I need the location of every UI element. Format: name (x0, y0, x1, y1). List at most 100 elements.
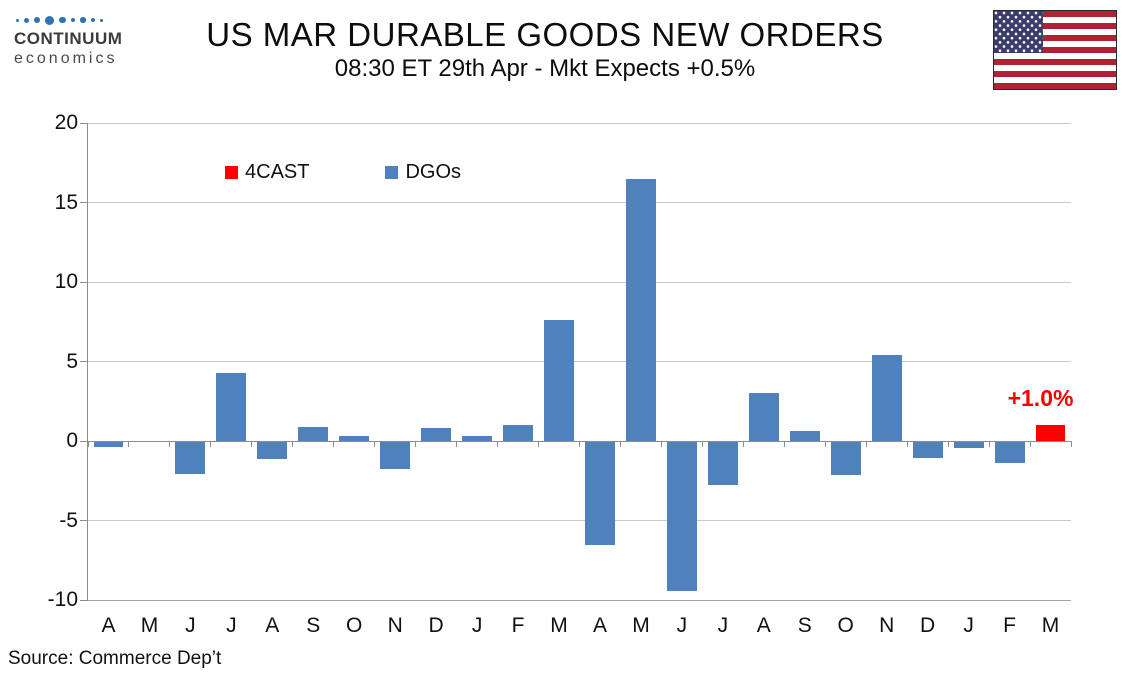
y-axis-tick (80, 202, 88, 203)
logo-dot (24, 17, 29, 23)
dgo-bar (257, 442, 288, 460)
gridline (88, 202, 1071, 203)
legend-label: DGOs (405, 161, 462, 183)
x-axis-tick (906, 441, 908, 447)
plot-area: +1.0% 20 15 10 5 0 -5 -10 A M J J A S O N D J F M A M J J A S O N D… (48, 111, 1074, 637)
x-axis-label: S (306, 614, 321, 637)
x-axis-tick (660, 441, 662, 447)
x-axis-label: O (837, 614, 854, 637)
x-axis-label: O (346, 614, 363, 637)
source-note: Source: Commerce Dep’t (8, 648, 222, 669)
legend-label: 4CAST (245, 161, 310, 183)
x-axis-label: F (1003, 614, 1016, 637)
dgo-bar (707, 442, 738, 485)
logo-dots-icon (16, 14, 144, 26)
y-axis-label: 0 (66, 429, 78, 452)
dgo-bar (216, 372, 247, 441)
continuum-economics-logo: CONTINUUM economics (14, 12, 144, 68)
dgo-bar (625, 178, 656, 441)
legend-swatch-icon (225, 166, 238, 179)
x-axis-label: M (550, 614, 568, 637)
dgo-bar (462, 436, 493, 441)
x-axis-label: J (717, 614, 729, 637)
x-axis-label: A (592, 614, 607, 637)
x-axis-tick (251, 441, 253, 447)
x-axis-tick (1029, 441, 1031, 447)
logo-dot (16, 18, 19, 22)
y-axis-label: 20 (54, 111, 78, 134)
x-axis-tick (497, 441, 499, 447)
legend-swatch-icon (385, 166, 399, 179)
page-subtitle: 08:30 ET 29th Apr - Mkt Expects +0.5% (334, 55, 756, 82)
dgo-bar (953, 442, 984, 449)
x-axis-tick (210, 441, 212, 447)
legend-item: 4CAST (225, 161, 309, 184)
logo-dot (70, 17, 75, 23)
x-axis-tick (579, 441, 580, 447)
dgo-bar (748, 393, 779, 441)
page-title: US MAR DURABLE GOODS NEW ORDERS (206, 16, 884, 53)
gridline (88, 361, 1071, 362)
logo-dot (80, 17, 86, 23)
legend-item: DGOs (385, 161, 461, 184)
gridline (88, 281, 1071, 283)
forecast-value-label: +1.0% (1007, 385, 1074, 412)
x-axis-tick (988, 441, 990, 447)
gridline (88, 122, 1071, 124)
x-axis-label: N (387, 614, 403, 637)
x-axis-label: A (101, 614, 116, 637)
y-axis-tick (80, 281, 88, 283)
logo-dot (34, 17, 40, 23)
x-axis-tick (783, 441, 785, 447)
logo-dot (99, 18, 103, 22)
x-axis-label: J (676, 614, 688, 637)
dgo-bar (666, 442, 697, 592)
y-axis-label: -10 (47, 588, 78, 611)
x-axis-tick (1070, 441, 1072, 447)
dgo-bar (298, 426, 329, 441)
x-axis-tick (292, 441, 294, 447)
x-axis-label: N (879, 614, 895, 637)
dgo-bar (339, 436, 370, 441)
y-axis-tick (80, 361, 88, 362)
x-axis-label: M (1041, 614, 1060, 637)
x-axis-label: J (185, 614, 196, 637)
x-axis-tick (947, 441, 949, 447)
y-axis-tick (80, 599, 88, 601)
dgo-bar (544, 320, 574, 441)
y-axis-label: 10 (54, 270, 78, 293)
logo-dot (90, 18, 95, 22)
dgo-bar (175, 442, 206, 474)
dgo-bar (830, 442, 861, 476)
x-axis-tick (742, 441, 744, 447)
x-axis-tick (456, 441, 458, 447)
y-axis-label: 5 (66, 349, 78, 373)
x-axis-label: A (756, 614, 771, 637)
logo-subname: economics (14, 50, 118, 67)
x-axis-tick (333, 441, 335, 447)
gridline (88, 599, 1071, 601)
x-axis-label: J (963, 614, 974, 637)
y-axis-label: -5 (59, 508, 78, 532)
dgo-bar (871, 355, 902, 441)
x-axis-label: A (265, 614, 280, 637)
y-axis-label: 15 (54, 190, 78, 214)
y-axis-tick (80, 122, 88, 124)
dgo-bar (994, 442, 1025, 463)
y-axis-tick (80, 440, 88, 442)
title-block: US MAR DURABLE GOODS NEW ORDERS 08:30 ET… (150, 16, 940, 84)
us-flag-canton (994, 11, 1043, 53)
x-axis-tick (128, 441, 130, 447)
logo-dot (59, 16, 66, 24)
dgo-bar (380, 442, 411, 470)
x-axis-label: M (140, 614, 159, 637)
y-axis-tick (80, 520, 88, 521)
x-axis-label: J (471, 614, 483, 637)
chart-legend: 4CAST DGOs (225, 161, 461, 184)
dgo-bar (912, 442, 943, 458)
x-axis-tick (415, 441, 417, 447)
x-axis-tick (701, 441, 703, 447)
dgo-bar (585, 442, 615, 546)
dgo-bar (421, 428, 452, 441)
x-axis-tick (824, 441, 826, 447)
